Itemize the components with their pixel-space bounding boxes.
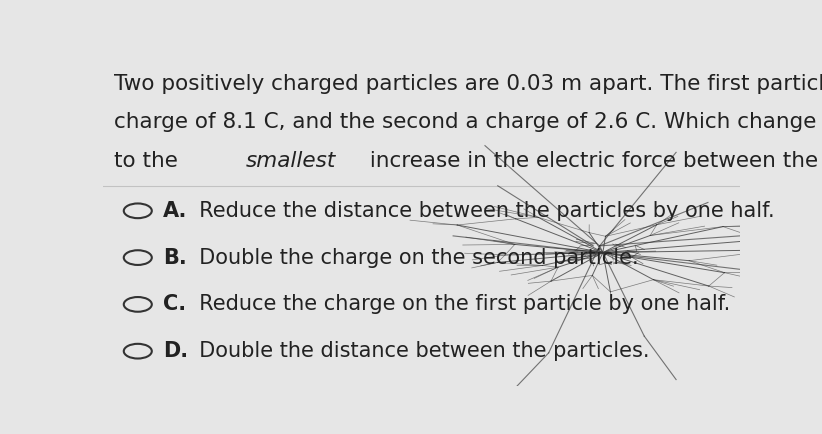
Text: A.: A. — [164, 201, 187, 221]
Text: Double the distance between the particles.: Double the distance between the particle… — [186, 341, 649, 361]
Text: Double the charge on the second particle.: Double the charge on the second particle… — [186, 248, 638, 268]
Text: Reduce the charge on the first particle by one half.: Reduce the charge on the first particle … — [186, 294, 730, 314]
Text: B.: B. — [164, 248, 187, 268]
Text: Reduce the distance between the particles by one half.: Reduce the distance between the particle… — [186, 201, 774, 221]
Text: charge of 8.1 C, and the second a charge of 2.6 C. Which change would lead: charge of 8.1 C, and the second a charge… — [114, 112, 822, 132]
Text: smallest: smallest — [246, 151, 336, 171]
Text: to the: to the — [114, 151, 185, 171]
Text: D.: D. — [164, 341, 188, 361]
Text: C.: C. — [164, 294, 187, 314]
Text: increase in the electric force between the two particles?: increase in the electric force between t… — [363, 151, 822, 171]
Text: Two positively charged particles are 0.03 m apart. The first particle has a: Two positively charged particles are 0.0… — [114, 74, 822, 94]
